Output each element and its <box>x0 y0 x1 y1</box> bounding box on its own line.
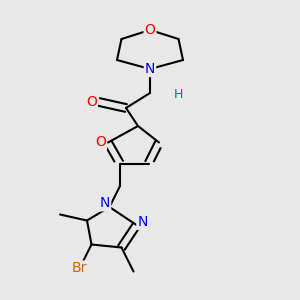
Text: N: N <box>100 196 110 210</box>
Text: O: O <box>86 95 97 109</box>
Text: H: H <box>174 88 183 101</box>
Text: Br: Br <box>72 262 87 275</box>
Text: O: O <box>145 23 155 37</box>
Text: N: N <box>145 62 155 76</box>
Text: O: O <box>95 136 106 149</box>
Text: N: N <box>137 215 148 229</box>
